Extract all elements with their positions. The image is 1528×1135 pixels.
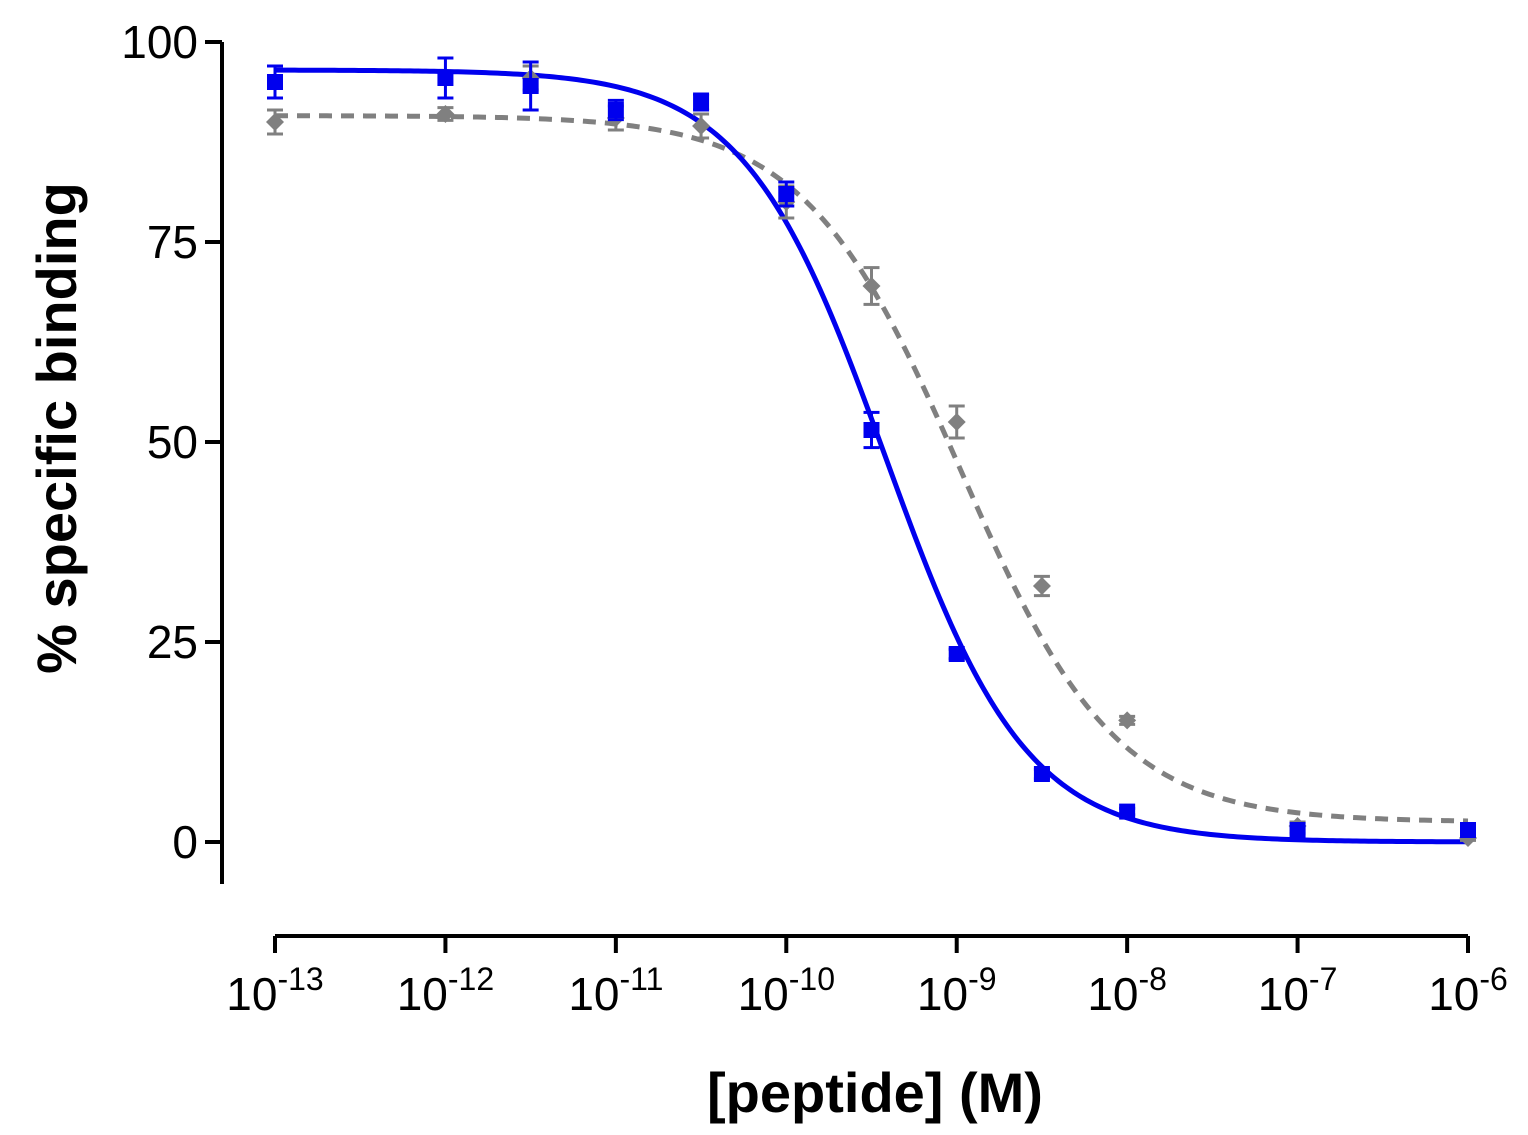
- square-marker: [1460, 822, 1476, 838]
- y-tick-label: 25: [147, 616, 198, 668]
- x-tick-base: 10: [1428, 968, 1479, 1020]
- data-point-gray: [692, 112, 711, 140]
- diamond-marker: [266, 113, 284, 131]
- y-tick-label: 0: [172, 816, 198, 868]
- axes: [220, 42, 1468, 938]
- data-point-blue: [948, 646, 965, 662]
- data-points: [266, 56, 1477, 847]
- data-point-gray: [1118, 711, 1137, 730]
- data-point-blue: [607, 98, 624, 122]
- data-point-gray: [436, 105, 455, 123]
- fit-curve-gray: [275, 113, 1469, 824]
- diamond-marker: [1032, 577, 1051, 595]
- x-tick-label: 10-8: [1087, 961, 1167, 1020]
- data-point-blue: [522, 60, 539, 112]
- diamond-marker: [692, 117, 711, 135]
- square-marker: [1033, 766, 1050, 782]
- data-point-gray: [266, 108, 284, 136]
- fit-curves: [274, 67, 1469, 845]
- square-marker: [863, 422, 880, 438]
- x-tick-exponent: -12: [448, 961, 494, 997]
- x-ticks: 10-13 10-12 10-11 10-10 10-9 10-8 10-7 10-6: [226, 936, 1508, 1020]
- data-point-blue: [1119, 803, 1136, 820]
- x-tick-base: 10: [738, 968, 789, 1020]
- data-point-blue: [1033, 766, 1050, 782]
- x-tick-label: 10-10: [738, 961, 835, 1020]
- diamond-marker: [947, 413, 966, 431]
- diamond-marker: [1118, 711, 1137, 730]
- data-point-blue: [778, 180, 795, 208]
- square-marker: [948, 646, 965, 662]
- data-point-blue: [863, 410, 880, 450]
- data-point-blue: [267, 64, 283, 100]
- x-tick-exponent: -10: [789, 961, 835, 997]
- x-tick-label: 10-9: [917, 961, 997, 1020]
- fit-curve-blue: [274, 67, 1469, 845]
- y-axis-title: % specific binding: [25, 182, 88, 674]
- x-tick-base: 10: [917, 968, 968, 1020]
- square-marker: [1289, 822, 1306, 838]
- x-tick-base: 10: [1087, 968, 1138, 1020]
- y-tick-label: 75: [147, 216, 198, 268]
- y-tick-label: 100: [121, 16, 198, 68]
- x-tick-label: 10-12: [397, 961, 494, 1020]
- x-tick-exponent: -11: [620, 961, 664, 997]
- y-ticks: 100 75 50 25 0: [121, 16, 222, 868]
- square-marker: [693, 94, 710, 110]
- square-marker: [437, 70, 454, 86]
- data-point-gray: [1032, 574, 1051, 598]
- square-marker: [607, 102, 624, 118]
- x-tick-base: 10: [1258, 968, 1309, 1020]
- x-tick-exponent: -8: [1139, 961, 1167, 997]
- data-point-blue: [1289, 822, 1306, 838]
- x-tick-base: 10: [226, 968, 277, 1020]
- x-tick-label: 10-6: [1428, 961, 1508, 1020]
- data-point-blue: [1460, 822, 1476, 838]
- x-tick-exponent: -13: [277, 961, 323, 997]
- x-tick-exponent: -6: [1479, 961, 1507, 997]
- square-marker: [522, 78, 539, 94]
- square-marker: [267, 74, 283, 90]
- square-marker: [1119, 803, 1136, 820]
- square-marker: [778, 186, 795, 202]
- x-tick-label: 10-13: [226, 961, 323, 1020]
- diamond-marker: [436, 105, 455, 123]
- data-point-gray: [862, 266, 881, 306]
- y-tick-label: 50: [147, 416, 198, 468]
- data-point-gray: [947, 404, 966, 440]
- x-tick-label: 10-7: [1258, 961, 1338, 1020]
- data-point-blue: [693, 92, 710, 112]
- x-axis-title: [peptide] (M): [707, 1061, 1043, 1124]
- diamond-marker: [862, 277, 881, 295]
- x-tick-exponent: -7: [1309, 961, 1337, 997]
- x-tick-exponent: -9: [968, 961, 996, 997]
- x-tick-label: 10-11: [568, 961, 663, 1020]
- x-tick-base: 10: [568, 968, 619, 1020]
- x-tick-base: 10: [397, 968, 448, 1020]
- data-point-blue: [437, 56, 454, 100]
